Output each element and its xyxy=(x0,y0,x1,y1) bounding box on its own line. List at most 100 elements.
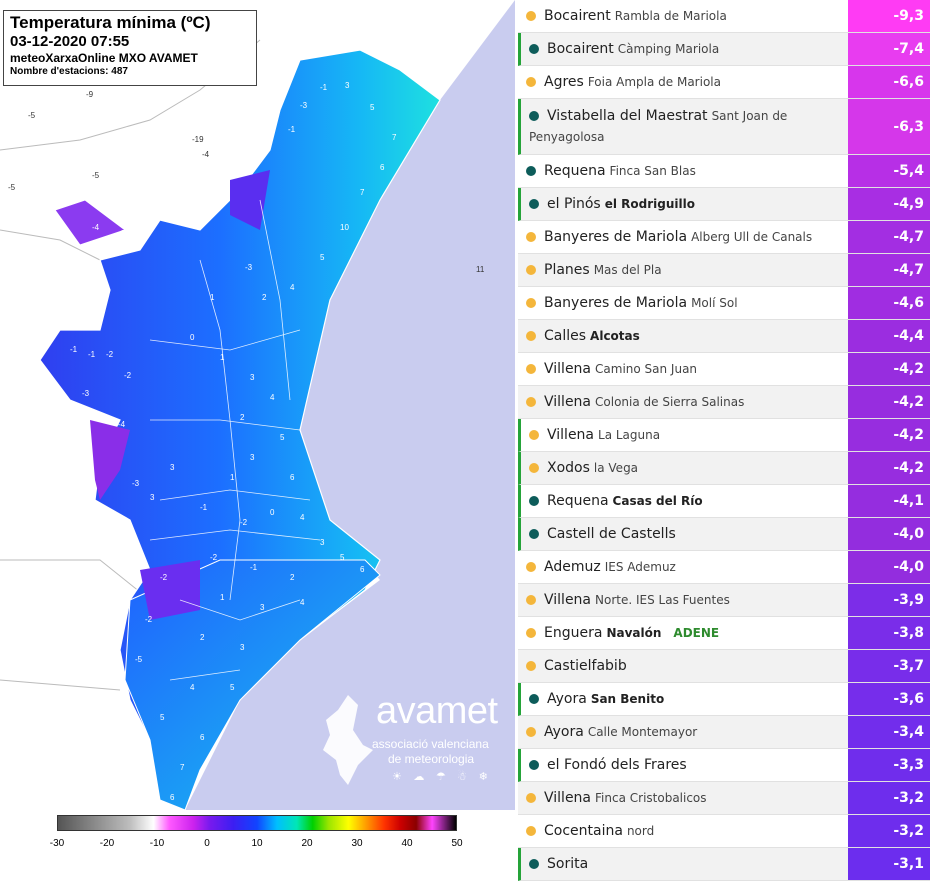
scale-tick-label: 30 xyxy=(351,838,363,849)
svg-text:5: 5 xyxy=(340,553,345,562)
svg-text:6: 6 xyxy=(200,733,205,742)
station-name-cell: Villena Colonia de Sierra Salinas xyxy=(518,386,848,418)
station-town: Bocairent xyxy=(547,40,614,57)
station-name-cell: Requena Casas del Río xyxy=(521,485,848,517)
station-row[interactable]: Requena Casas del Río -4,1 xyxy=(518,485,930,518)
station-row[interactable]: Banyeres de Mariola Molí Sol -4,6 xyxy=(518,287,930,320)
svg-text:-2: -2 xyxy=(145,615,153,624)
station-row[interactable]: Vistabella del Maestrat Sant Joan de Peny… xyxy=(518,99,930,155)
station-town: Vistabella del Maestrat xyxy=(547,107,708,124)
station-temperature-value: -9,3 xyxy=(848,0,930,32)
station-row[interactable]: Agres Foia Ampla de Mariola -6,6 xyxy=(518,66,930,99)
station-row[interactable]: Calles Alcotas -4,4 xyxy=(518,320,930,353)
station-temperature-value: -4,6 xyxy=(848,287,930,319)
station-row[interactable]: Enguera Navalón ADENE -3,8 xyxy=(518,617,930,650)
station-temperature-value: -4,1 xyxy=(848,485,930,517)
station-row[interactable]: Ayora Calle Montemayor -3,4 xyxy=(518,716,930,749)
station-row[interactable]: Villena Colonia de Sierra Salinas -4,2 xyxy=(518,386,930,419)
svg-text:1: 1 xyxy=(210,293,215,302)
svg-text:6: 6 xyxy=(380,163,385,172)
station-temperature-value: -4,7 xyxy=(848,254,930,286)
station-row[interactable]: Castell de Castells -4,0 xyxy=(518,518,930,551)
station-row[interactable]: Villena Norte. IES Las Fuentes -3,9 xyxy=(518,584,930,617)
logo-tagline-2: de meteorologia xyxy=(388,752,475,766)
station-row[interactable]: Banyeres de Mariola Alberg Ull de Canals -… xyxy=(518,221,930,254)
region-outline xyxy=(0,559,151,601)
station-row[interactable]: Ademuz IES Ademuz -4,0 xyxy=(518,551,930,584)
station-town: Xodos xyxy=(547,459,590,476)
station-row[interactable]: Planes Mas del Pla -4,7 xyxy=(518,254,930,287)
station-row[interactable]: Villena Camino San Juan -4,2 xyxy=(518,353,930,386)
station-site: La Laguna xyxy=(598,427,661,442)
station-row[interactable]: el Pinós el Rodriguillo -4,9 xyxy=(518,188,930,221)
station-row[interactable]: Xodos la Vega -4,2 xyxy=(518,452,930,485)
station-name-cell: Ayora San Benito xyxy=(521,683,848,715)
logo-tagline-1: associació valenciana xyxy=(372,737,489,751)
station-name-cell: el Fondó dels Frares xyxy=(521,749,848,781)
station-site: Sant Joan de Penyagolosa xyxy=(529,108,788,144)
station-row[interactable]: el Fondó dels Frares -3,3 xyxy=(518,749,930,782)
station-name-cell: Vistabella del Maestrat Sant Joan de Peny… xyxy=(521,99,848,154)
map-image: -9 -5 -19 -4 -5 -5 11 -4-2 -1-1 -2 -2-3 -… xyxy=(0,0,515,811)
svg-text:5: 5 xyxy=(320,253,325,262)
station-name-cell: Agres Foia Ampla de Mariola xyxy=(518,66,848,98)
svg-text:-5: -5 xyxy=(135,655,143,664)
avamet-logo: avamet associació valenciana de meteorol… xyxy=(318,690,515,800)
svg-text:-1: -1 xyxy=(70,345,78,354)
svg-text:6: 6 xyxy=(170,793,175,802)
svg-text:3: 3 xyxy=(345,81,350,90)
temperature-map: -9 -5 -19 -4 -5 -5 11 -4 -2 -1 -1 -2 -2 -3 -… xyxy=(0,0,515,849)
station-town: Castielfabib xyxy=(544,657,627,674)
station-temperature-value: -5,4 xyxy=(848,155,930,187)
svg-text:-3: -3 xyxy=(82,389,90,398)
station-name-cell: Bocairent Rambla de Mariola xyxy=(518,0,848,32)
station-row[interactable]: Sorita -3,1 xyxy=(518,848,930,881)
station-ranking-list: Bocairent Rambla de Mariola -9,3 Bocairent C… xyxy=(518,0,930,881)
station-town: Calles xyxy=(544,327,587,344)
official-station-dot-icon xyxy=(529,759,539,770)
station-site: Casas del Río xyxy=(612,493,703,508)
svg-text:2: 2 xyxy=(200,633,205,642)
official-station-dot-icon xyxy=(529,858,539,869)
station-row[interactable]: Requena Finca San Blas -5,4 xyxy=(518,155,930,188)
station-temperature-value: -3,1 xyxy=(848,848,930,880)
svg-text:6: 6 xyxy=(360,565,365,574)
svg-text:3: 3 xyxy=(250,373,255,382)
station-row[interactable]: Villena La Laguna -4,2 xyxy=(518,419,930,452)
station-row[interactable]: Bocairent Rambla de Mariola -9,3 xyxy=(518,0,930,33)
svg-text:4: 4 xyxy=(270,393,275,402)
svg-text:7: 7 xyxy=(392,133,397,142)
svg-text:-1: -1 xyxy=(320,83,328,92)
svg-text:-1: -1 xyxy=(250,151,258,160)
svg-text:-5: -5 xyxy=(8,183,16,192)
station-name-cell: Cocentaina nord xyxy=(518,815,848,847)
station-site: Foia Ampla de Mariola xyxy=(587,74,721,89)
svg-text:11: 11 xyxy=(476,265,485,274)
station-name-cell: Bocairent Càmping Mariola xyxy=(521,33,848,65)
station-row[interactable]: Ayora San Benito -3,6 xyxy=(518,683,930,716)
station-site: nord xyxy=(626,823,655,838)
station-temperature-value: -6,6 xyxy=(848,66,930,98)
station-town: Villena xyxy=(544,393,592,410)
scale-tick-label: 40 xyxy=(401,838,413,849)
amateur-station-dot-icon xyxy=(526,792,536,803)
amateur-station-dot-icon xyxy=(529,462,539,473)
station-site: Colonia de Sierra Salinas xyxy=(595,394,745,409)
station-town: Villena xyxy=(547,426,595,443)
station-name-cell: Villena Norte. IES Las Fuentes xyxy=(518,584,848,616)
station-row[interactable]: Bocairent Càmping Mariola -7,4 xyxy=(518,33,930,66)
cold-patch xyxy=(90,420,130,500)
station-row[interactable]: Cocentaina nord -3,2 xyxy=(518,815,930,848)
station-row[interactable]: Villena Finca Cristobalicos -3,2 xyxy=(518,782,930,815)
map-station-count: Nombre d'estacions: 487 xyxy=(10,66,128,77)
amateur-station-dot-icon xyxy=(526,825,536,836)
svg-text:1: 1 xyxy=(220,593,225,602)
station-row[interactable]: Castielfabib -3,7 xyxy=(518,650,930,683)
svg-text:3: 3 xyxy=(320,538,325,547)
svg-text:-2: -2 xyxy=(118,229,126,238)
scale-tick-label: -10 xyxy=(149,838,165,849)
station-temperature-value: -4,0 xyxy=(848,551,930,583)
logo-brand: avamet xyxy=(376,690,498,732)
svg-text:-1: -1 xyxy=(288,125,296,134)
